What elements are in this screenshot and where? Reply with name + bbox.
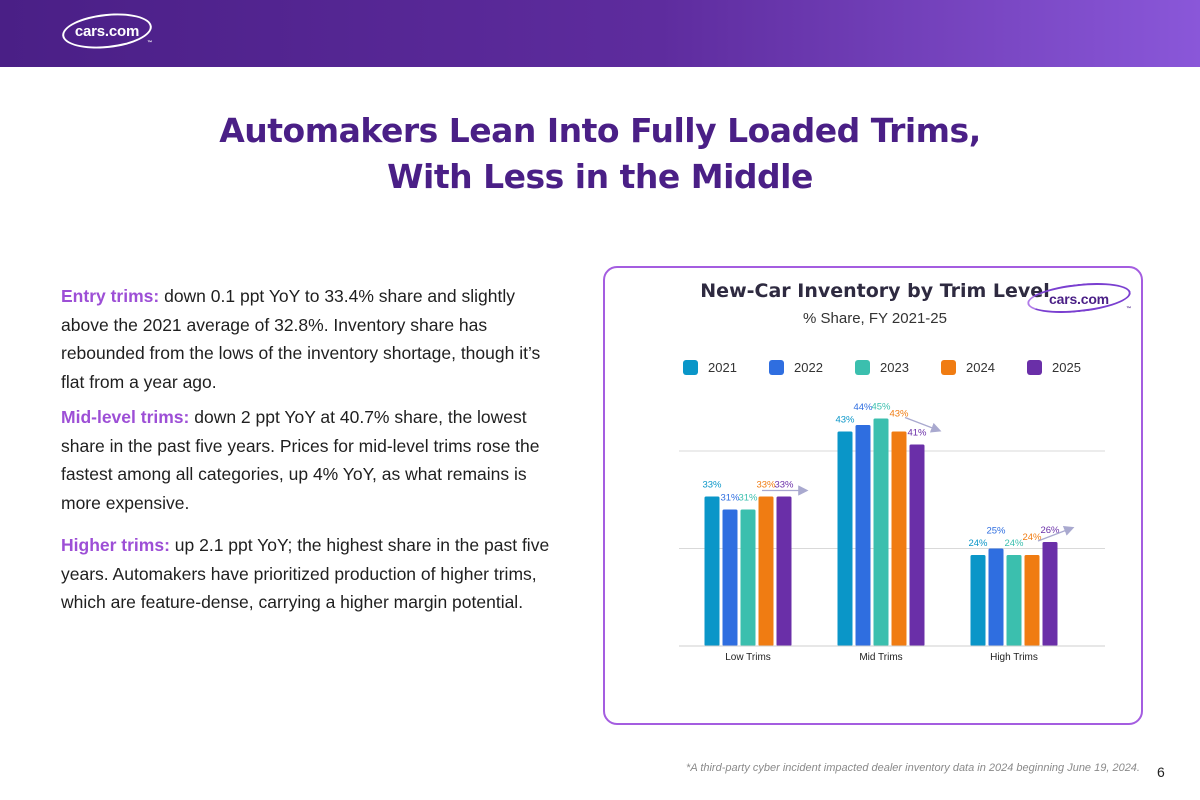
data-label-low-trims-2024: 33% <box>756 480 776 491</box>
legend-label-2025: 2025 <box>1052 360 1081 375</box>
bar-low-trims-2025 <box>776 496 792 646</box>
page-number: 6 <box>1157 764 1165 780</box>
bar-low-trims-2023 <box>740 509 756 646</box>
legend-item-2022[interactable]: 2022 <box>769 360 855 375</box>
bar-mid-trims-2024 <box>891 431 907 646</box>
data-label-high-trims-2021: 24% <box>968 538 988 549</box>
trim-share-bar-chart: 33%31%31%33%33%Low Trims43%44%45%43%41%M… <box>679 402 1105 663</box>
trend-arrow-high-trims <box>1037 525 1075 542</box>
legend-swatch-2025 <box>1027 360 1042 375</box>
data-label-low-trims-2022: 31% <box>720 493 740 504</box>
legend-item-2021[interactable]: 2021 <box>683 360 769 375</box>
bar-high-trims-2025 <box>1042 542 1058 646</box>
legend-swatch-2024 <box>941 360 956 375</box>
trend-arrow-mid-trims <box>904 416 942 433</box>
page-title: Automakers Lean Into Fully Loaded Trims,… <box>0 108 1200 200</box>
data-label-mid-trims-2022: 44% <box>853 402 873 413</box>
legend-swatch-2022 <box>769 360 784 375</box>
legend-label-2024: 2024 <box>966 360 995 375</box>
data-label-high-trims-2024: 24% <box>1022 532 1042 543</box>
category-label-low-trims: Low Trims <box>725 652 771 663</box>
bar-high-trims-2024 <box>1024 555 1040 646</box>
mid-trims-lead: Mid-level trims: <box>61 407 190 427</box>
bar-mid-trims-2022 <box>855 425 871 646</box>
data-label-high-trims-2025: 26% <box>1040 525 1060 536</box>
chart-logo-trademark: ™ <box>1126 306 1131 312</box>
data-label-low-trims-2023: 31% <box>738 493 758 504</box>
legend-label-2023: 2023 <box>880 360 909 375</box>
data-label-high-trims-2022: 25% <box>986 526 1006 537</box>
bar-high-trims-2023 <box>1006 555 1022 646</box>
chart-card: New-Car Inventory by Trim Level % Share,… <box>603 266 1143 725</box>
data-label-mid-trims-2024: 43% <box>889 409 909 420</box>
chart-logo-wordmark: cars.com <box>1049 291 1109 307</box>
legend-label-2022: 2022 <box>794 360 823 375</box>
chart-title: New-Car Inventory by Trim Level <box>700 280 1050 302</box>
chart-legend: 2021 2022 2023 2024 2025 <box>683 360 1113 375</box>
legend-label-2021: 2021 <box>708 360 737 375</box>
mid-trims-paragraph: Mid-level trims: down 2 ppt YoY at 40.7%… <box>61 403 561 517</box>
logo-trademark: ™ <box>147 40 152 46</box>
entry-trims-lead: Entry trims: <box>61 286 160 306</box>
bar-low-trims-2024 <box>758 496 774 646</box>
chart-logo: cars.com ™ <box>1025 278 1133 318</box>
entry-trims-paragraph: Entry trims: down 0.1 ppt YoY to 33.4% s… <box>61 282 561 396</box>
category-label-mid-trims: Mid Trims <box>859 652 902 663</box>
logo-wordmark: cars.com <box>74 22 140 40</box>
bar-mid-trims-2021 <box>837 431 853 646</box>
higher-trims-paragraph: Higher trims: up 2.1 ppt YoY; the highes… <box>61 531 561 617</box>
data-label-mid-trims-2025: 41% <box>907 428 927 439</box>
page-title-line-2: With Less in the Middle <box>387 157 813 196</box>
entry-trims-text: down 0.1 ppt YoY to 33.4% share and slig… <box>61 286 541 392</box>
higher-trims-lead: Higher trims: <box>61 535 170 555</box>
legend-swatch-2023 <box>855 360 870 375</box>
header-band <box>0 0 1200 67</box>
bar-low-trims-2021 <box>704 496 720 646</box>
legend-item-2025[interactable]: 2025 <box>1027 360 1113 375</box>
higher-trims-text: up 2.1 ppt YoY; the highest share in the… <box>61 535 550 612</box>
chart-subtitle: % Share, FY 2021-25 <box>803 310 947 327</box>
legend-swatch-2021 <box>683 360 698 375</box>
bar-low-trims-2022 <box>722 509 738 646</box>
data-label-mid-trims-2021: 43% <box>835 415 855 426</box>
data-label-low-trims-2021: 33% <box>702 480 722 491</box>
bar-high-trims-2021 <box>970 555 986 646</box>
legend-item-2024[interactable]: 2024 <box>941 360 1027 375</box>
header-logo[interactable]: cars.com ™ <box>60 9 154 53</box>
bar-mid-trims-2025 <box>909 444 925 646</box>
page-title-line-1: Automakers Lean Into Fully Loaded Trims, <box>219 111 981 150</box>
category-label-high-trims: High Trims <box>990 652 1038 663</box>
bar-mid-trims-2023 <box>873 418 889 646</box>
data-label-high-trims-2023: 24% <box>1004 538 1024 549</box>
mid-trims-text: down 2 ppt YoY at 40.7% share, the lowes… <box>61 407 540 513</box>
data-label-mid-trims-2023: 45% <box>871 402 891 413</box>
legend-item-2023[interactable]: 2023 <box>855 360 941 375</box>
footnote: *A third-party cyber incident impacted d… <box>686 762 1140 774</box>
bar-high-trims-2022 <box>988 548 1004 646</box>
data-label-low-trims-2025: 33% <box>774 480 794 491</box>
